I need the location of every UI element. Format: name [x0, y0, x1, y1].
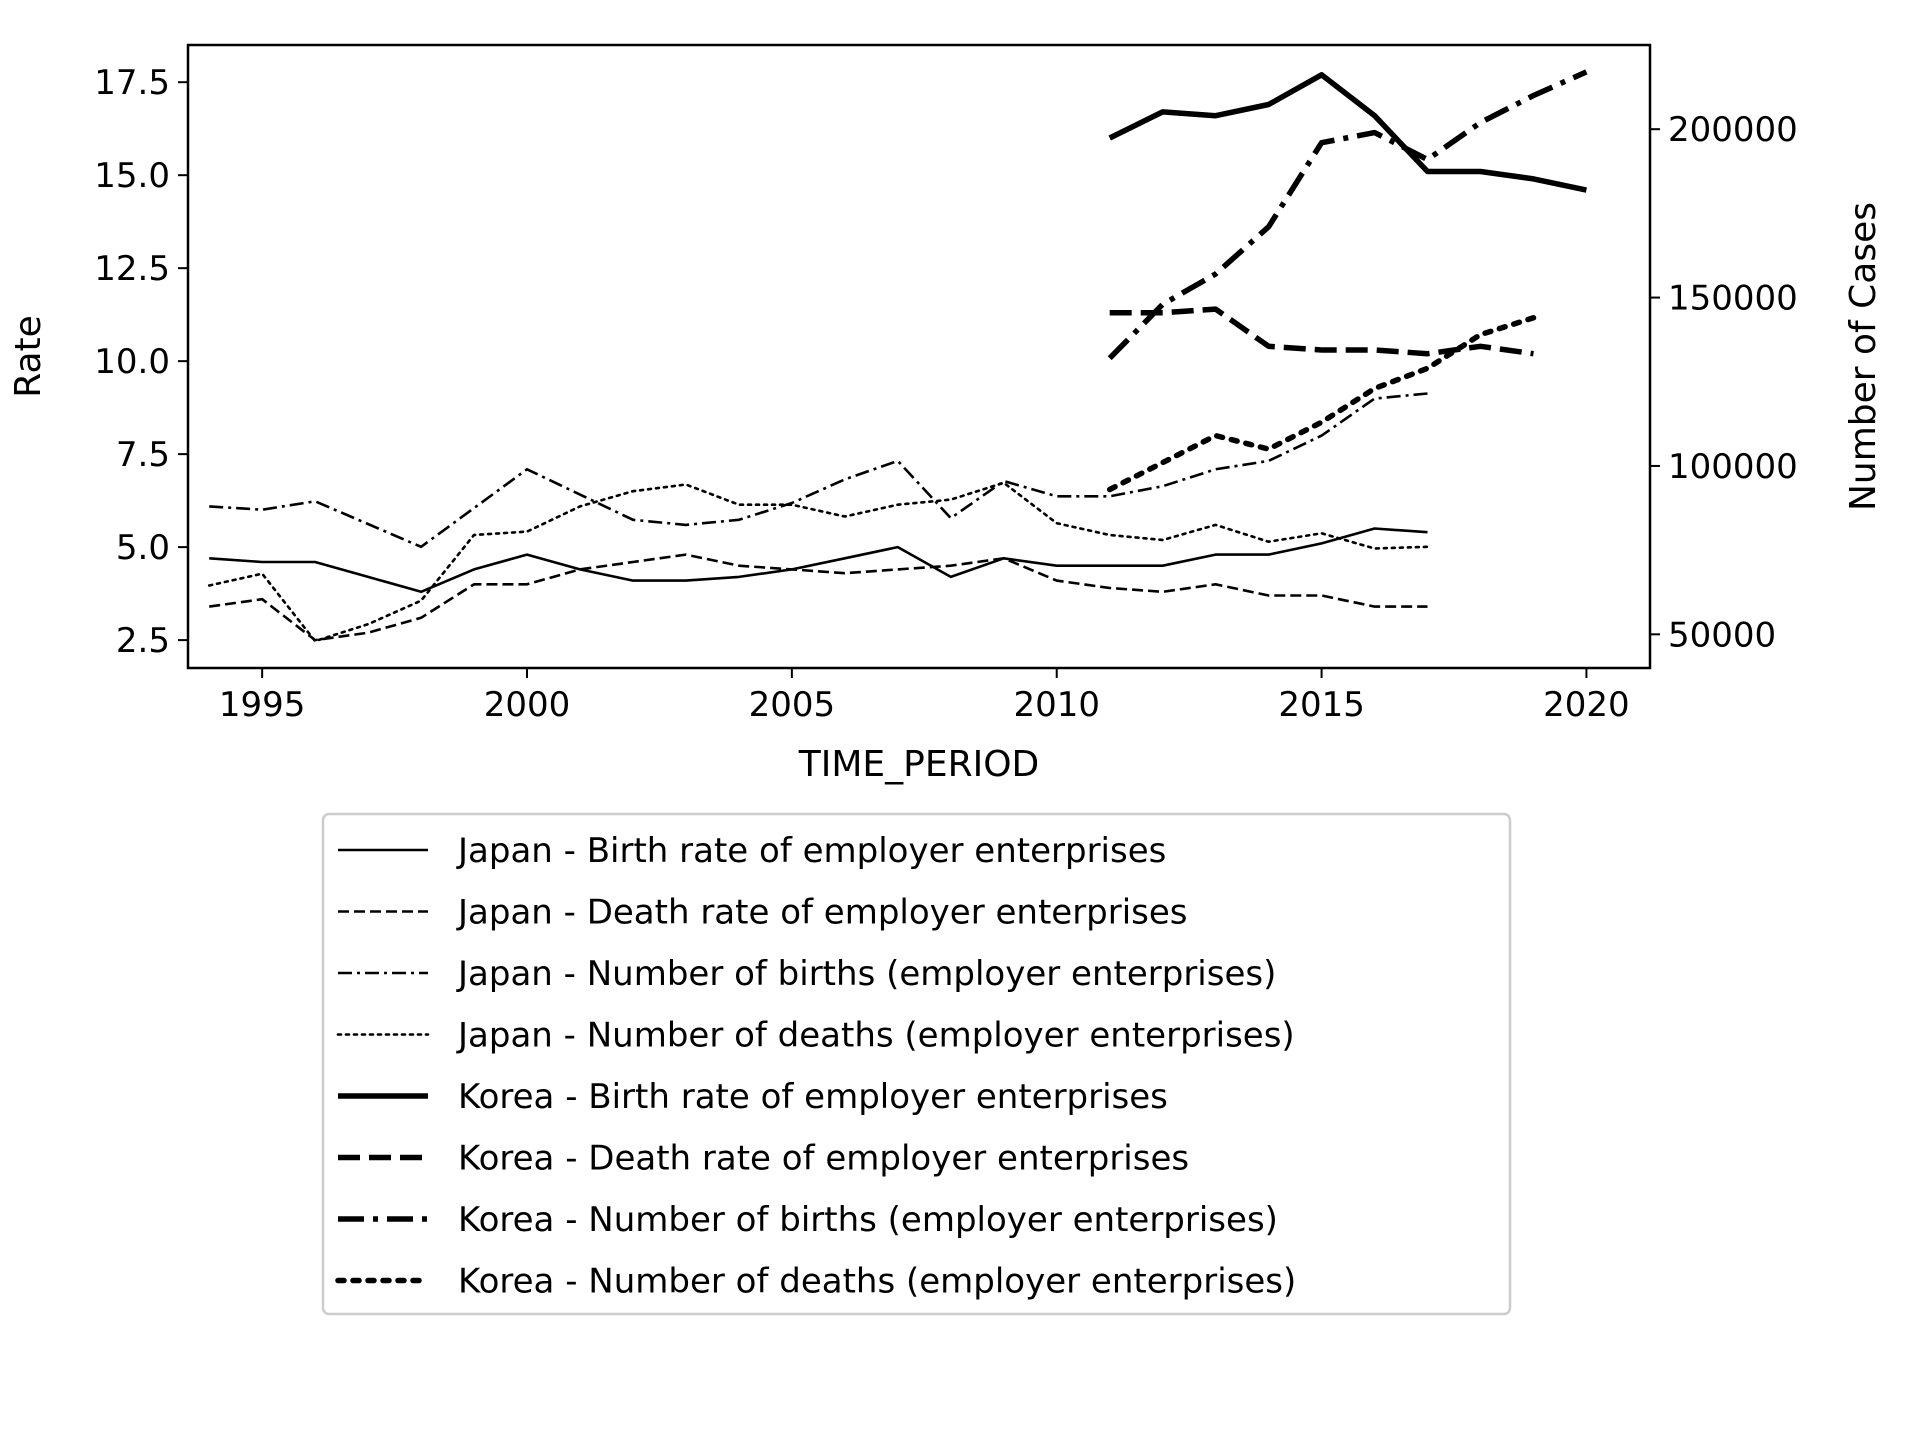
series-line-5 [1108, 72, 1587, 193]
x-tick-label: 1995 [219, 685, 306, 725]
legend-label: Korea - Number of deaths (employer enter… [458, 1262, 1296, 1302]
y-left-tick-label: 2.5 [116, 621, 170, 661]
series-line-8 [1106, 315, 1537, 493]
y-left-tick-label: 15.0 [94, 156, 170, 196]
series-line-4 [207, 481, 1429, 643]
y-axis-right: 50000 100000 150000 200000 [1650, 110, 1798, 655]
x-tick-label: 2020 [1543, 685, 1630, 725]
y-left-tick-label: 10.0 [94, 342, 170, 382]
legend-label: Japan - Number of births (employer enter… [456, 954, 1276, 994]
y-left-tick-label: 7.5 [116, 435, 170, 475]
y-right-tick-label: 150000 [1668, 279, 1798, 319]
legend-label: Korea - Number of births (employer enter… [458, 1200, 1278, 1240]
x-axis: 1995 2000 2005 2010 2015 2020 [219, 668, 1630, 725]
x-tick-label: 2000 [484, 685, 571, 725]
x-axis-title: TIME_PERIOD [798, 744, 1040, 785]
legend-label: Japan - Birth rate of employer enterpris… [456, 831, 1166, 871]
plot-frame [186, 43, 1652, 670]
y-axis-left-title: Rate [8, 315, 49, 398]
series-line-3 [209, 392, 1428, 549]
y-axis-right-title: Number of Cases [1843, 202, 1884, 511]
plot-lines [207, 69, 1588, 643]
series-line-6 [1109, 306, 1534, 357]
y-left-tick-label: 5.0 [116, 528, 170, 568]
x-tick-label: 2005 [749, 685, 836, 725]
series-line-1 [209, 527, 1428, 594]
legend-label: Japan - Death rate of employer enterpris… [456, 893, 1188, 933]
y-right-tick-label: 50000 [1668, 615, 1776, 655]
y-right-tick-label: 100000 [1668, 447, 1798, 487]
legend-label: Japan - Number of deaths (employer enter… [456, 1016, 1295, 1056]
y-left-tick-label: 12.5 [94, 249, 170, 289]
legend-box [321, 812, 1512, 1316]
y-right-tick-label: 200000 [1668, 110, 1798, 150]
legend-label: Korea - Birth rate of employer enterpris… [458, 1077, 1168, 1117]
series-line-7 [1107, 69, 1588, 361]
series-line-2 [209, 553, 1428, 642]
legend-label: Korea - Death rate of employer enterpris… [458, 1139, 1189, 1179]
y-left-tick-label: 17.5 [94, 63, 170, 103]
legend: Japan - Birth rate of employer enterpris… [321, 812, 1512, 1316]
y-axis-left: 2.5 5.0 7.5 10.0 12.5 15.0 17.5 [94, 63, 188, 661]
x-tick-label: 2010 [1013, 685, 1100, 725]
x-tick-label: 2015 [1278, 685, 1365, 725]
